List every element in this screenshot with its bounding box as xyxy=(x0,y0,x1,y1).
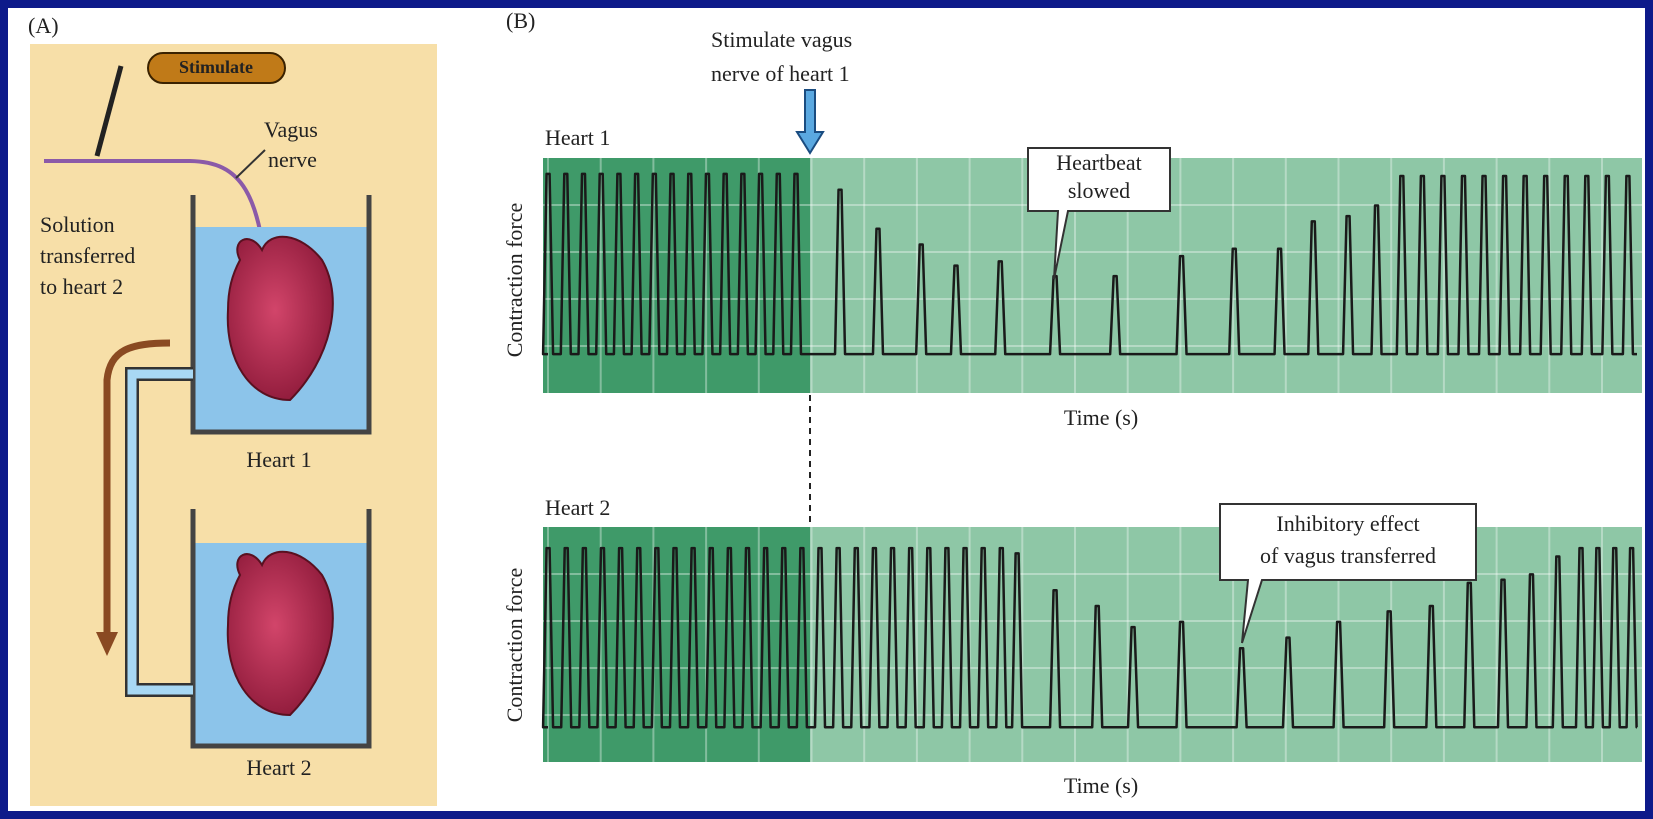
panel-label: (B) xyxy=(506,8,535,33)
heart-2 xyxy=(226,550,334,717)
stimulate-button xyxy=(147,52,286,84)
callout: Inhibitory effect of vagus transferred xyxy=(1219,503,1477,644)
callout-text: Heartbeat xyxy=(1056,150,1142,175)
heart-1-label: Heart 1 xyxy=(246,447,311,472)
beaker xyxy=(190,509,372,749)
stimulate-label: Stimulate vagus xyxy=(711,27,852,52)
stimulate-text: Stimulate xyxy=(179,57,253,77)
trace xyxy=(541,546,1638,729)
vagus-label: nerve xyxy=(268,147,317,172)
arrowhead xyxy=(96,632,118,656)
heart-1 xyxy=(226,235,334,402)
chart-title: Heart 2 xyxy=(545,495,610,520)
solution-label: Solution xyxy=(40,212,115,237)
solution-label: transferred xyxy=(40,243,135,268)
y-label: Contraction force xyxy=(502,568,527,723)
x-label: Time (s) xyxy=(1064,773,1138,798)
transfer-arrow xyxy=(103,339,171,640)
callout-box xyxy=(1219,503,1477,644)
callout-text: slowed xyxy=(1068,178,1130,203)
heart-2-label: Heart 2 xyxy=(246,755,311,780)
callout-text: Inhibitory effect xyxy=(1276,511,1419,536)
nerve-pointer xyxy=(235,149,266,179)
electrode xyxy=(94,65,124,157)
y-label: Contraction force xyxy=(502,203,527,358)
callout-text: of vagus transferred xyxy=(1260,543,1436,568)
callout-box xyxy=(1027,147,1171,280)
tube xyxy=(127,369,193,695)
x-label: Time (s) xyxy=(1064,405,1138,430)
panel-label: (A) xyxy=(28,13,59,38)
beaker xyxy=(190,195,372,435)
trace xyxy=(541,172,1637,356)
chart-title: Heart 1 xyxy=(545,125,610,150)
vagus-label: Vagus xyxy=(264,117,318,142)
solution-label: to heart 2 xyxy=(40,274,123,299)
callout: Heartbeat slowed xyxy=(1027,147,1171,280)
stimulus-arrow xyxy=(795,89,825,155)
stimulate-label: nerve of heart 1 xyxy=(711,61,850,86)
